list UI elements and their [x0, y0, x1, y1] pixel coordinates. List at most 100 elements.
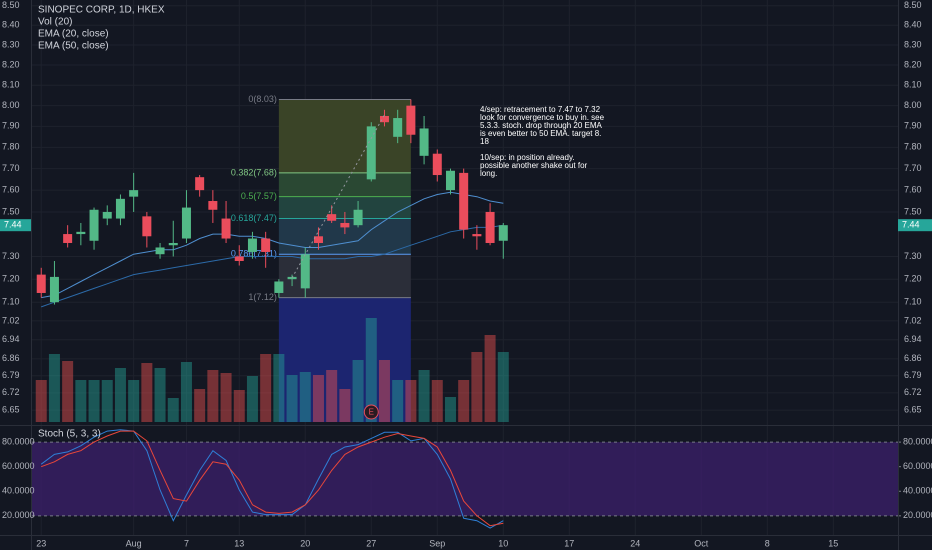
candle-body	[287, 276, 297, 280]
x-tick-label: 23	[36, 538, 46, 548]
fib-label: 0.382(7.68)	[231, 167, 277, 177]
last-price-tag	[0, 219, 31, 232]
y-tick-label: 6.94	[904, 334, 922, 344]
candle-body	[115, 198, 125, 219]
annotation: 5.3.3. stoch. drop through 20 EMA	[480, 121, 603, 130]
y-tick-label: 7.80	[904, 142, 922, 152]
stoch-line	[40, 429, 504, 529]
legend-entry: EMA (50, close)	[38, 41, 109, 52]
y-tick-label: 6.65	[904, 404, 922, 414]
candle-body	[36, 274, 46, 293]
y-tick-label: 7.10	[2, 297, 20, 307]
volume-bar	[484, 335, 496, 422]
candle-body	[406, 105, 416, 135]
y-tick-label: 7.50	[2, 206, 20, 216]
candle-body	[168, 242, 178, 246]
fib-band	[278, 172, 411, 197]
volume-bar	[392, 380, 404, 422]
x-tick-label: 13	[234, 538, 244, 548]
y-tick-label: 7.30	[2, 251, 20, 261]
candle-body	[247, 238, 257, 252]
annotation: possible another shake out for	[480, 161, 588, 170]
candle-body	[485, 211, 495, 243]
fib-label: 0.618(7.47)	[231, 213, 277, 223]
annotation: 18	[480, 137, 489, 146]
volume-bar	[233, 390, 245, 422]
y-tick-label: 60.0000	[2, 461, 35, 471]
volume-bar	[286, 375, 298, 422]
y-tick-label: 8.40	[2, 20, 20, 30]
y-tick-label: 80.0000	[903, 436, 932, 446]
volume-bar	[75, 380, 87, 422]
ema-line	[41, 224, 504, 308]
volume-bar	[458, 380, 470, 422]
last-price-label: 7.44	[4, 220, 22, 230]
volume-bar	[339, 389, 351, 422]
volume-bar	[114, 368, 126, 422]
y-tick-label: 40.0000	[903, 486, 932, 496]
candle-body	[300, 254, 310, 289]
volume	[35, 318, 509, 422]
y-tick-label: 8.00	[904, 100, 922, 110]
volume-bar	[312, 375, 324, 422]
y-tick-label: 8.20	[2, 59, 20, 69]
x-tick-label: Sep	[429, 538, 445, 548]
y-tick-label: 6.65	[2, 404, 20, 414]
y-tick-label: 7.80	[2, 142, 20, 152]
x-tick-label: Aug	[126, 538, 142, 548]
volume-bar	[365, 318, 377, 422]
y-tick-label: 8.00	[2, 100, 20, 110]
stoch-band	[32, 442, 898, 516]
candle-body	[274, 281, 284, 293]
x-tick-label: 17	[564, 538, 574, 548]
y-tick-label: 6.79	[904, 370, 922, 380]
y-tick-label: 8.10	[904, 80, 922, 90]
volume-bar	[326, 370, 338, 422]
ema-line	[41, 191, 504, 299]
y-tick-label: 8.30	[2, 39, 20, 49]
candle-body	[419, 128, 429, 156]
x-tick-label: 24	[630, 538, 640, 548]
fib-band	[278, 196, 411, 219]
annotation: long.	[480, 169, 497, 178]
volume-bar	[62, 361, 74, 422]
candle-body	[208, 201, 218, 210]
x-tick-label: Oct	[694, 538, 709, 548]
y-tick-label: 6.86	[904, 353, 922, 363]
candle-body	[142, 216, 152, 237]
candle-body	[76, 231, 86, 235]
legend-entry: EMA (20, close)	[38, 29, 109, 40]
volume-bar	[220, 373, 232, 422]
candle-body	[129, 190, 139, 197]
volume-bar	[101, 380, 113, 422]
y-tick-label: 7.02	[2, 315, 20, 325]
candle-body	[195, 177, 205, 191]
volume-bar	[431, 380, 443, 422]
x-tick-label: 7	[184, 538, 189, 548]
annotation: is even better to 50 EMA. target 8.	[480, 129, 601, 138]
y-tick-label: 7.10	[904, 297, 922, 307]
y-tick-label: 8.40	[904, 20, 922, 30]
volume-bar	[154, 368, 166, 422]
y-tick-label: 8.50	[2, 0, 20, 10]
volume-bar	[141, 363, 153, 422]
volume-bar	[260, 354, 272, 422]
annotation: look for convergence to buy in. see	[480, 113, 605, 122]
annotation: 4/sep: retracement to 7.47 to 7.32	[480, 105, 601, 114]
candle-body	[221, 218, 231, 239]
last-price-tag	[898, 219, 932, 232]
volume-bar	[194, 389, 206, 422]
volume-bar	[471, 352, 483, 422]
y-tick-label: 8.10	[2, 80, 20, 90]
chart-title: SINOPEC CORP, 1D, HKEX	[38, 5, 165, 16]
x-tick-label: 10	[498, 538, 508, 548]
event-label: E	[369, 408, 374, 417]
volume-bar	[273, 354, 285, 422]
y-tick-label: 20.0000	[903, 510, 932, 520]
volume-bar	[88, 380, 100, 422]
y-tick-label: 6.72	[904, 387, 922, 397]
fib-label: 0.786(7.31)	[231, 249, 277, 259]
fib-label: 0.5(7.57)	[241, 191, 277, 201]
